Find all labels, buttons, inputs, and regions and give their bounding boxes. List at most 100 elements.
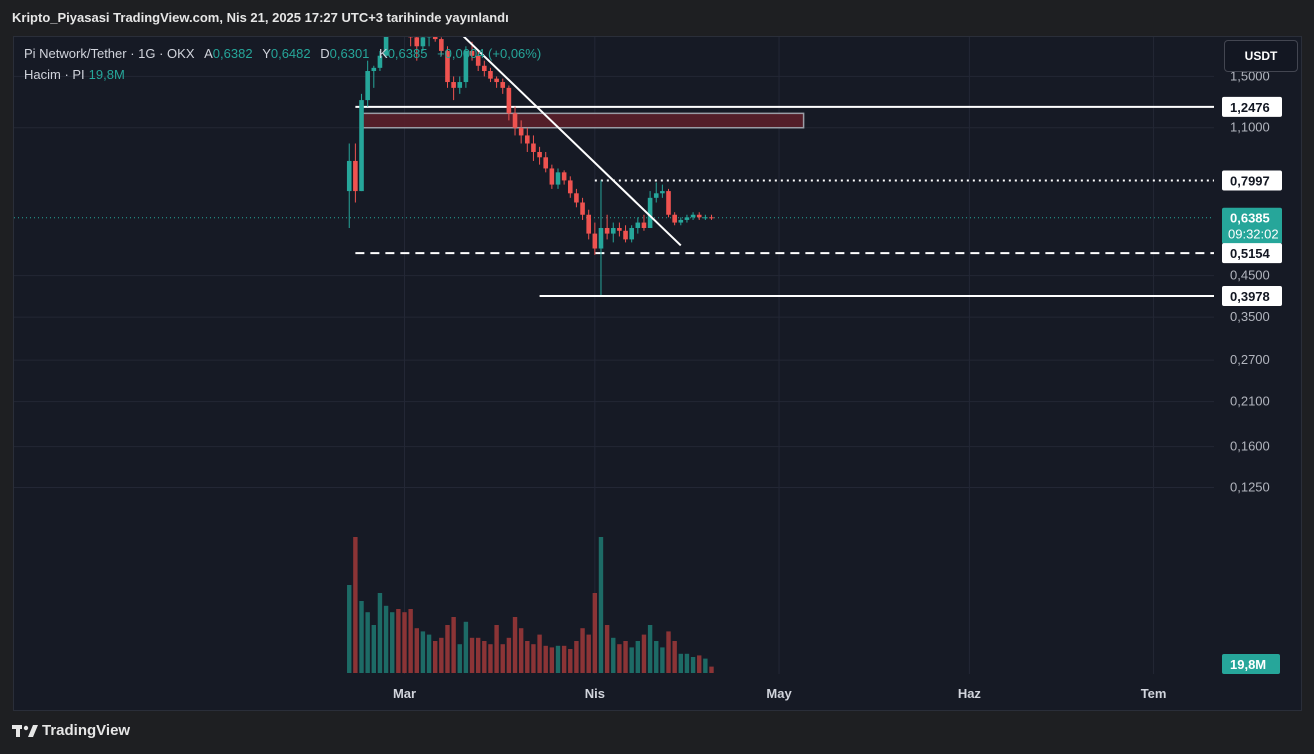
volume-bar [684,653,690,673]
candle-body [512,113,518,128]
candle-body [623,230,628,240]
volume-bar [396,609,401,673]
volume-bar [537,634,542,673]
volume-bar [445,625,450,673]
volume-bar [604,625,610,673]
candle-body [709,217,714,219]
candle-body [531,143,536,152]
candle-body [494,78,499,83]
tradingview-brand: TradingView [42,722,131,739]
grid-lines [14,37,1214,674]
volume-bars [347,537,714,673]
volume-bar [365,612,370,673]
price-chart[interactable]: 4,50003,50002,70002,10001,50001,10000,45… [14,37,1301,710]
candle-body [678,219,684,223]
volume-bar [629,647,634,673]
volume-bar [623,641,628,673]
volume-bar [598,537,604,673]
time-tick-label: Nis [585,686,605,701]
close-value: 0,6385 [387,46,428,61]
candle-body [580,202,585,215]
candle-body [703,217,708,219]
volume-bar [475,637,481,673]
open-value: 0,6382 [212,46,253,61]
candle-body [359,100,364,192]
candle-body [666,191,671,215]
volume-bar [488,644,493,673]
low-value: 0,6301 [329,46,370,61]
volume-bar [568,649,573,673]
symbol-label[interactable]: Pi Network/Tether · 1G · OKX [24,46,195,61]
candle-body [445,50,450,83]
candle-body [365,71,370,101]
price-tick-label: 0,2700 [1230,352,1270,367]
volume-bar [549,647,555,673]
published-header: Kripto_Piyasasi TradingView.com, Nis 21,… [12,10,509,25]
volume-bar [402,612,407,673]
volume-bar [457,644,462,673]
candle-body [463,50,469,83]
candle-body [537,151,542,158]
candle-body [684,217,690,220]
volume-bar [660,647,665,673]
tradingview-footer: TradingView [12,722,130,739]
candle-body [432,37,438,40]
candle-body [555,172,561,185]
chart-frame[interactable]: 4,50003,50002,70002,10001,50001,10000,45… [13,36,1302,711]
volume-bar [672,641,677,673]
candle-body [641,222,647,228]
candle-body [439,39,444,51]
candle-body [506,87,512,114]
candle-body [574,193,579,203]
support1-price-box [1222,243,1282,264]
candle-body [610,227,616,234]
candle-body [660,191,665,194]
volume-bar [463,621,469,673]
candle-body [629,227,634,240]
volume-value-box [1222,654,1280,674]
volume-label[interactable]: Hacim · PI [24,67,85,82]
candle-body [653,193,659,198]
volume-bar [500,644,505,673]
volume-bar [408,609,413,673]
candle-body [567,180,573,194]
candle-body [377,55,383,68]
candle-body [346,160,352,192]
candle-body [696,214,702,218]
volume-bar [611,637,616,673]
candle-body [371,67,377,72]
volume-bar [426,634,432,673]
candle-body [500,82,506,88]
volume-bar [482,641,487,673]
low-label: D [320,46,330,61]
candle-body [561,172,567,181]
volume-bar [678,653,683,673]
volume-bar [451,617,456,673]
resistance-zone [360,112,805,129]
candle-body [414,37,420,47]
volume-bar [414,628,419,673]
volume-bar [635,641,641,673]
volume-value-label: 19,8M [1230,657,1266,672]
time-tick-label: Tem [1141,686,1167,701]
volume-bar [469,637,475,673]
candle-body [672,214,677,223]
change-value: +0,0004 (+0,06%) [437,46,542,61]
current-price-label: 0,6385 [1230,211,1270,226]
volume-bar [592,593,598,673]
candle-body [598,227,604,249]
volume-legend: Hacim · PI 19,8M [24,67,125,82]
support2-price-box [1222,285,1282,306]
ohlc-legend: Pi Network/Tether · 1G · OKX A0,6382 Y0,… [24,46,541,61]
volume-bar [377,593,383,673]
volume-bar [586,634,591,673]
volume-bar [359,601,364,673]
currency-button[interactable]: USDT [1224,40,1298,72]
open-label: A [204,46,213,61]
mid-price-box [1222,170,1282,191]
candle-body [518,127,524,136]
volume-bar [641,634,647,673]
candle-body [617,227,622,231]
current-price-box [1222,207,1282,244]
volume-bar [654,641,659,673]
